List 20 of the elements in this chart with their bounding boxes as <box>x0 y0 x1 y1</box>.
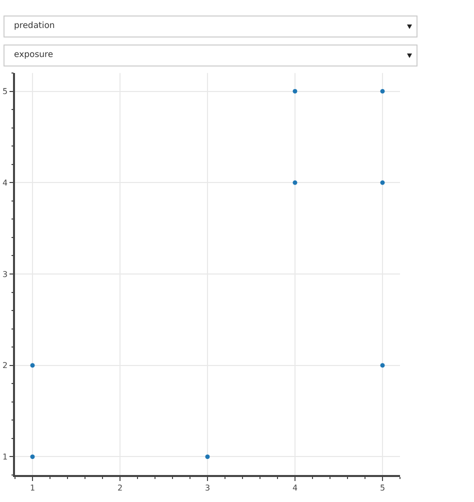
y-tick-label: 2 <box>2 361 8 370</box>
x-tick-label: 3 <box>204 483 210 492</box>
text: predation <box>14 21 55 31</box>
x-tick-label: 2 <box>117 483 123 492</box>
x-tick-label: 1 <box>30 483 36 492</box>
y-tick-label: 3 <box>2 270 8 279</box>
point <box>30 363 35 368</box>
x-tick-label: 5 <box>380 483 386 492</box>
point <box>380 180 385 185</box>
point <box>205 454 210 459</box>
point <box>380 89 385 94</box>
y-tick-label: 4 <box>2 178 8 188</box>
point <box>292 180 298 185</box>
y-tick-label: 5 <box>2 87 8 96</box>
point <box>292 89 298 94</box>
point <box>380 363 385 368</box>
y-tick-label: 1 <box>2 452 8 462</box>
point <box>30 454 35 459</box>
text: exposure <box>14 50 54 60</box>
x-tick-label: 4 <box>292 483 298 492</box>
